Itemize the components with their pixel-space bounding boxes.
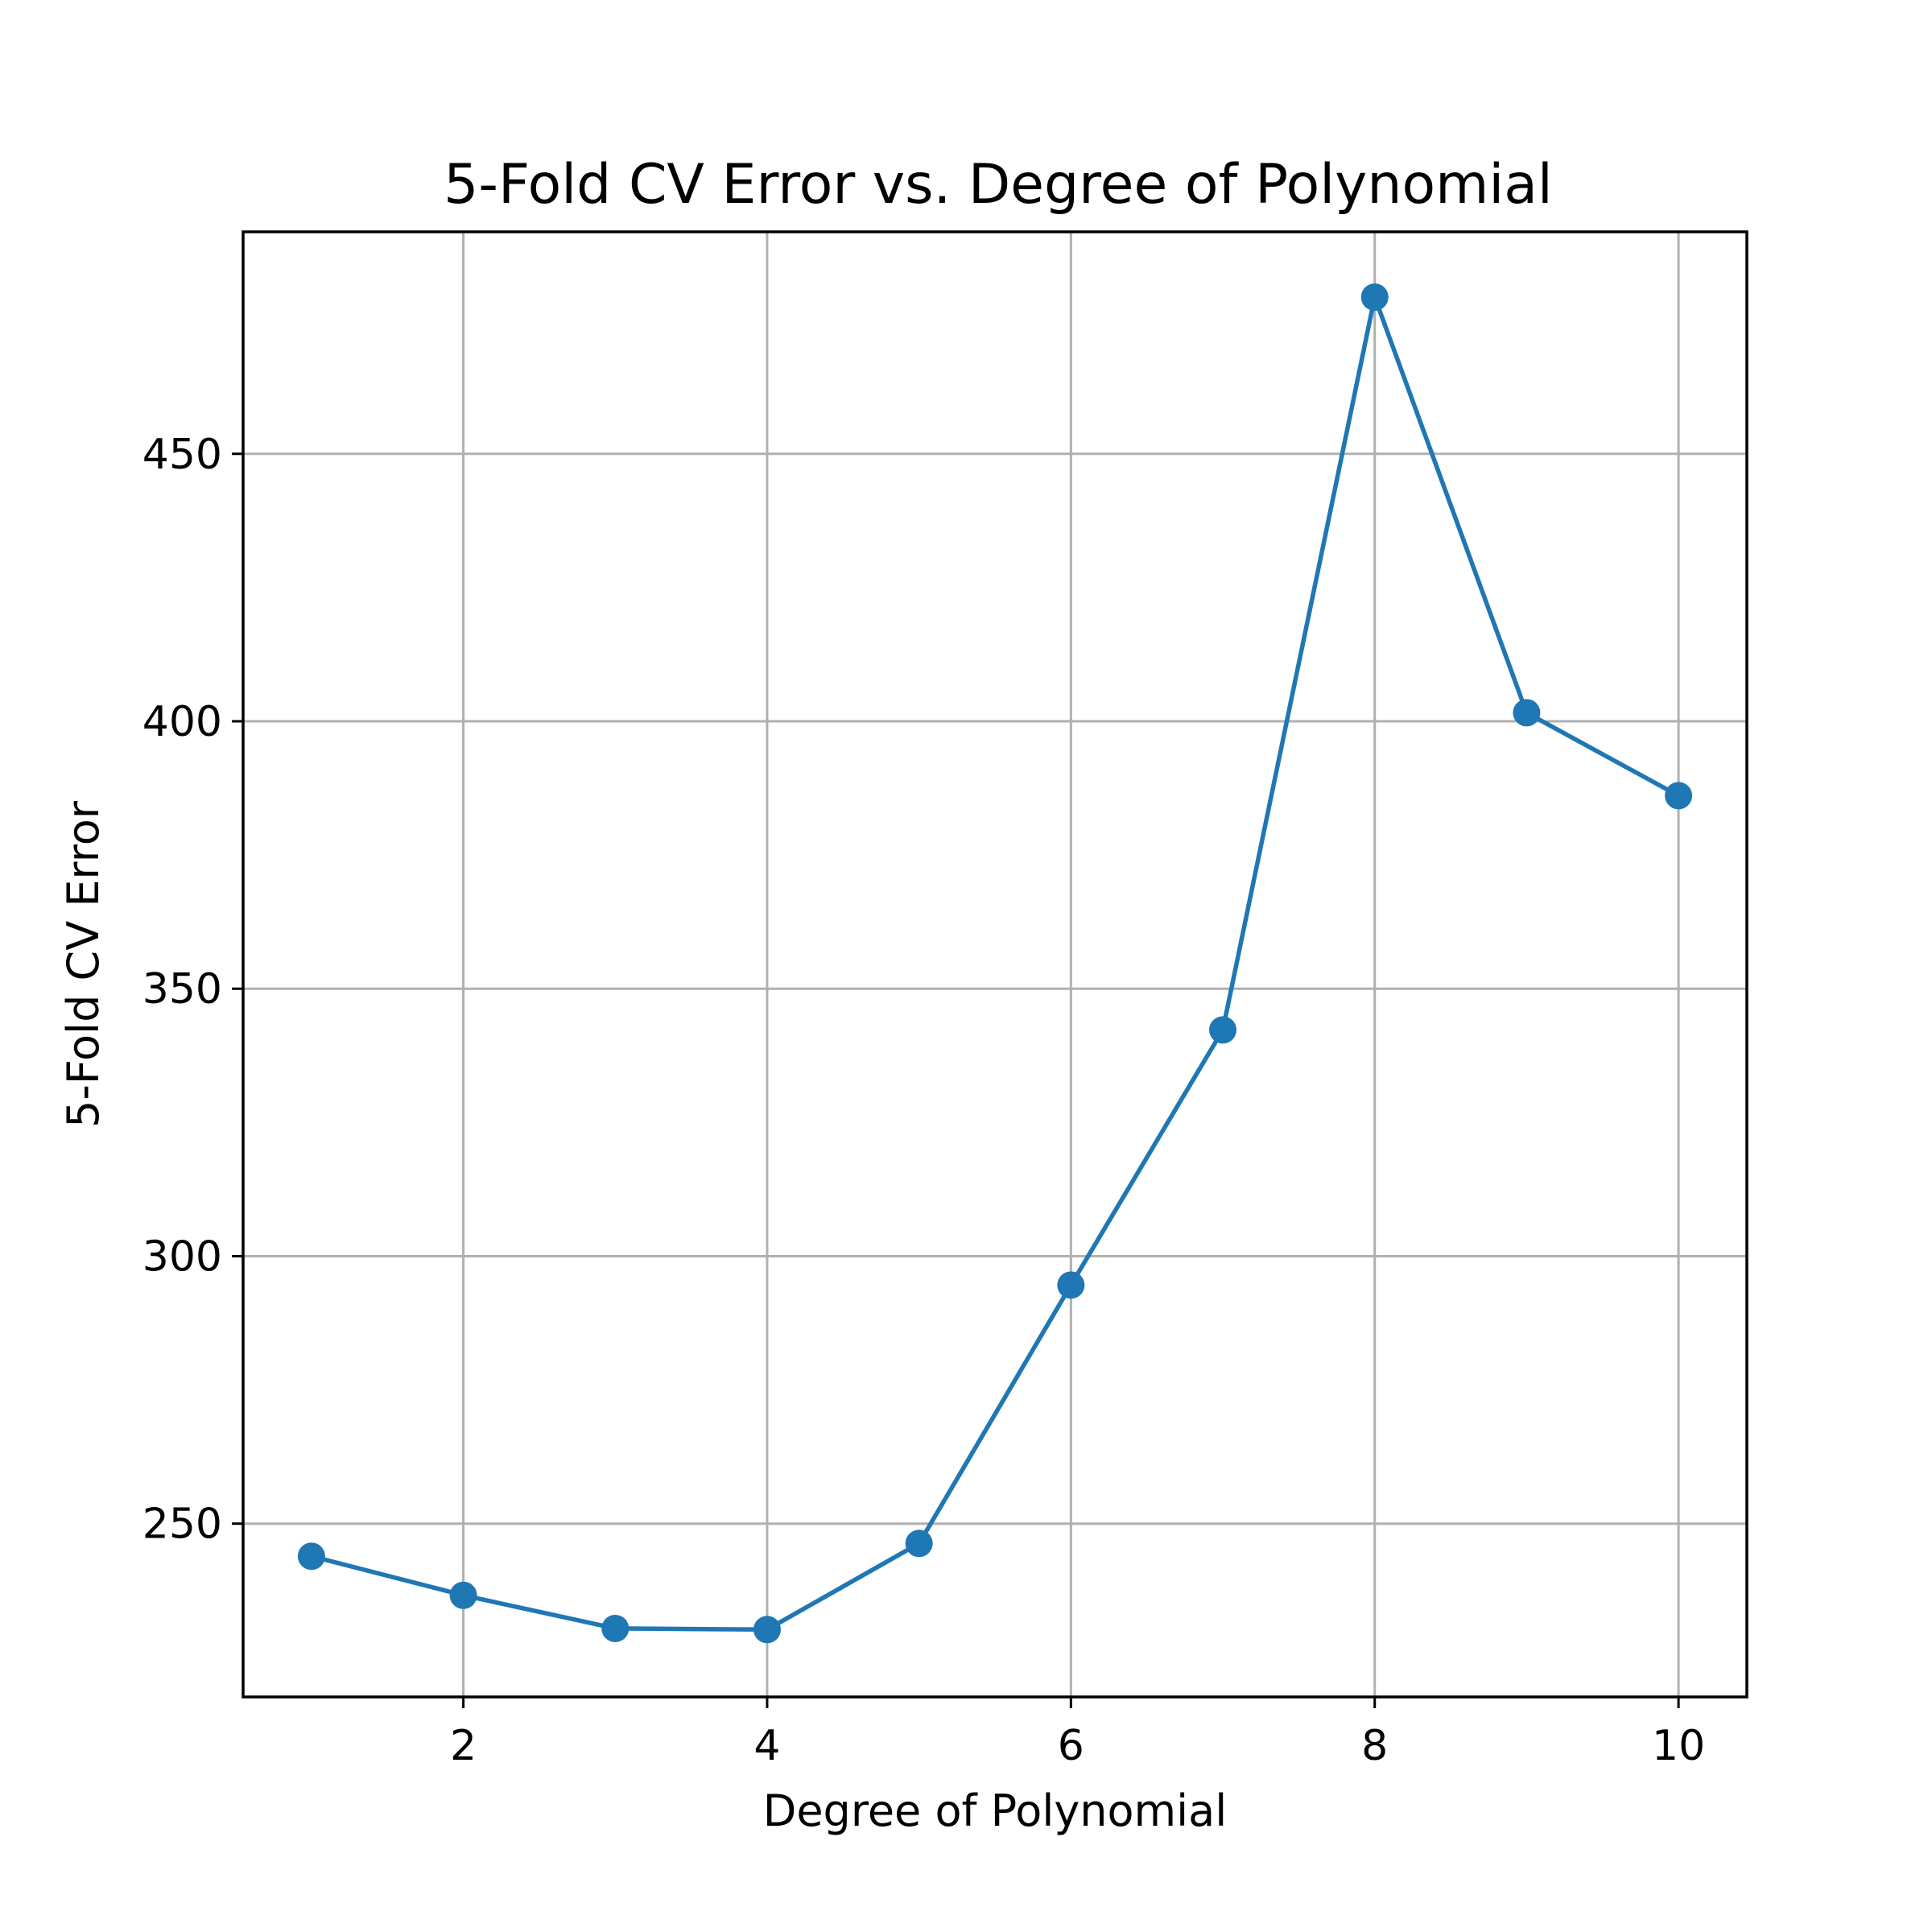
data-point	[297, 1542, 325, 1571]
y-tick-label: 300	[142, 1232, 222, 1281]
chart-title: 5-Fold CV Error vs. Degree of Polynomial	[444, 153, 1553, 217]
x-tick-label: 6	[1058, 1722, 1084, 1770]
data-point	[449, 1581, 477, 1609]
data-point	[753, 1616, 781, 1644]
data-point	[1209, 1016, 1237, 1044]
plot-frame	[242, 230, 1748, 1699]
data-point	[905, 1530, 933, 1558]
data-point	[1665, 782, 1693, 810]
y-tick-label: 400	[142, 698, 222, 746]
plot-area	[297, 283, 1693, 1644]
data-point	[1513, 699, 1541, 727]
x-tick-label: 4	[753, 1722, 780, 1770]
y-tick-label: 250	[142, 1501, 222, 1549]
data-point	[1057, 1271, 1085, 1299]
y-axis-label: 5-Fold CV Error	[58, 800, 109, 1128]
grid	[243, 232, 1747, 1697]
series-line	[309, 295, 1681, 1633]
y-tick-label: 450	[142, 431, 222, 479]
x-tick-label: 10	[1652, 1722, 1705, 1770]
x-tick-label: 2	[450, 1722, 477, 1770]
y-tick-label: 350	[142, 965, 222, 1013]
axis-ticks: 2 4 6 8 10 250 300 350 400 450	[142, 431, 1705, 1770]
data-point	[601, 1614, 630, 1642]
x-tick-label: 8	[1361, 1722, 1388, 1770]
data-point	[1360, 283, 1389, 312]
x-axis-label: Degree of Polynomial	[763, 1785, 1228, 1836]
